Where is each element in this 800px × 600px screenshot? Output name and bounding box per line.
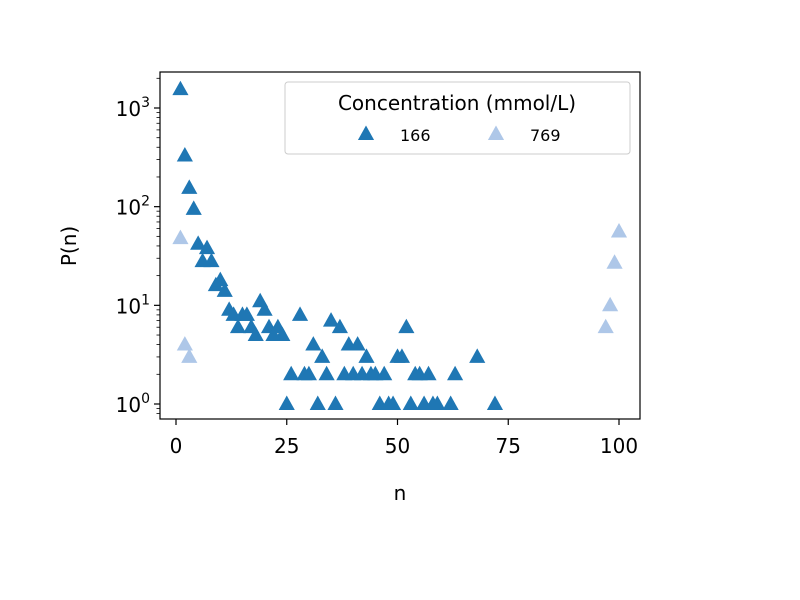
x-tick-label: 100: [600, 434, 638, 458]
legend-label: 769: [530, 126, 561, 145]
legend-label: 166: [400, 126, 431, 145]
x-axis-ticks: 0 25 50 75 100: [170, 419, 638, 458]
data-point: [238, 306, 255, 321]
data-point: [420, 365, 437, 381]
data-point: [181, 179, 198, 194]
data-point: [327, 395, 344, 410]
data-point: [314, 348, 331, 363]
y-tick-label: 103: [116, 95, 150, 121]
data-point: [176, 147, 193, 162]
data-point: [318, 365, 335, 381]
y-tick-label: 102: [116, 194, 150, 220]
data-point: [349, 336, 366, 351]
data-point: [322, 312, 340, 327]
data-point: [300, 365, 317, 381]
legend-marker: [487, 125, 505, 140]
data-point: [247, 326, 264, 341]
data-point: [181, 348, 198, 363]
x-tick-label: 0: [170, 434, 183, 458]
data-point: [376, 365, 393, 381]
data-point: [398, 318, 415, 334]
x-tick-label: 25: [274, 434, 299, 458]
data-point: [176, 336, 193, 351]
y-axis-label: P(n): [57, 226, 81, 266]
data-point: [278, 395, 295, 410]
data-point: [172, 80, 189, 96]
legend-title: Concentration (mmol/L): [338, 91, 576, 115]
data-point: [606, 254, 623, 269]
data-point: [610, 223, 628, 238]
series-769: [172, 223, 628, 363]
data-point: [602, 296, 619, 312]
data-point: [305, 336, 322, 351]
legend-item-769: 769: [487, 125, 561, 145]
x-axis-label: n: [394, 481, 407, 505]
data-point: [172, 229, 189, 245]
data-point: [358, 348, 375, 363]
y-tick-label: 101: [116, 292, 150, 318]
data-point: [203, 252, 220, 268]
legend: Concentration (mmol/L) 166 769: [284, 81, 631, 155]
data-point: [331, 318, 348, 334]
data-point: [229, 318, 247, 334]
data-point: [198, 239, 216, 255]
data-point: [402, 395, 419, 410]
data-point: [384, 395, 402, 410]
data-point: [429, 395, 446, 410]
data-point: [190, 235, 207, 250]
x-tick-label: 75: [496, 434, 521, 458]
data-point: [291, 306, 309, 321]
data-point: [393, 348, 411, 363]
data-point: [256, 301, 273, 316]
data-point: [283, 365, 300, 381]
legend-items: 166 769: [357, 125, 561, 145]
series-166: [172, 80, 504, 410]
data-point: [274, 326, 291, 341]
data-point: [469, 348, 486, 363]
y-axis-ticks: 100 101 102 103: [116, 77, 160, 417]
data-markers: [172, 80, 628, 410]
data-point: [442, 395, 459, 410]
plot-frame: [159, 71, 641, 420]
data-point: [447, 365, 464, 381]
x-tick-label: 50: [385, 434, 410, 458]
data-point: [309, 395, 326, 410]
data-point: [597, 318, 614, 334]
legend-marker: [357, 125, 375, 140]
data-point: [486, 395, 504, 410]
data-point: [212, 271, 229, 287]
legend-item-166: 166: [357, 125, 431, 145]
y-tick-label: 100: [116, 391, 150, 417]
data-point: [185, 200, 202, 215]
data-point: [216, 282, 233, 297]
